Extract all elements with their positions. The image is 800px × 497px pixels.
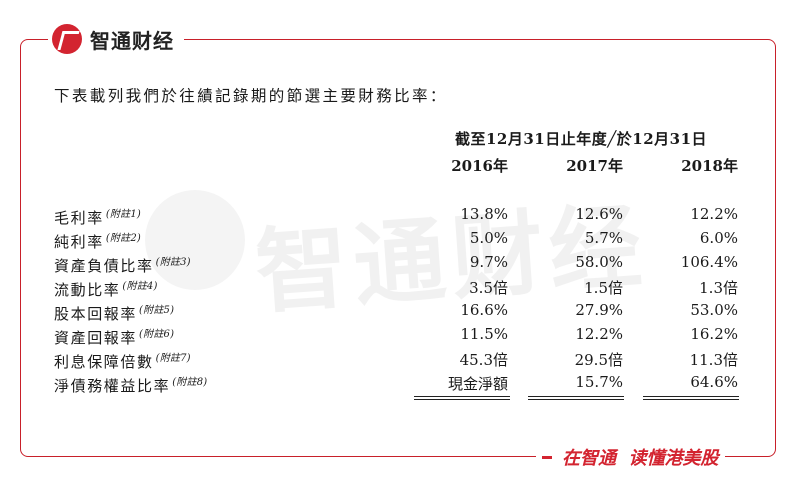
table-header-period: 截至12月31日止年度╱於12月31日 xyxy=(454,130,708,148)
col-header-2016: 2016年 xyxy=(451,157,508,175)
col-header-2018: 2018年 xyxy=(681,157,738,175)
table-cell: 16.2% xyxy=(690,325,738,343)
column-double-rule xyxy=(528,396,624,400)
table-cell: 12.2% xyxy=(690,205,738,223)
content-frame xyxy=(20,39,776,457)
footer-slogan-text: 在智通 读懂港美股 xyxy=(562,448,719,469)
table-cell: 45.3倍 xyxy=(459,351,508,369)
row-label-gearing-ratio: 資產負債比率 (附註3) xyxy=(54,257,191,275)
table-cell: 11.3倍 xyxy=(689,351,738,369)
table-cell: 15.7% xyxy=(575,373,623,391)
column-double-rule xyxy=(643,396,739,400)
table-cell: 12.6% xyxy=(575,205,623,223)
footer-slogan: 在智通 读懂港美股 xyxy=(536,442,725,472)
column-double-rule xyxy=(414,396,510,400)
table-cell: 29.5倍 xyxy=(574,351,623,369)
brand-name: 智通财经 xyxy=(90,28,174,53)
intro-text: 下表載列我們於往績記錄期的節選主要財務比率： xyxy=(54,87,448,105)
row-label-net-debt-equity: 淨債務權益比率 (附註8) xyxy=(54,377,208,395)
brand-header: 智通财经 xyxy=(48,22,184,56)
table-cell: 64.6% xyxy=(690,373,738,391)
table-cell: 106.4% xyxy=(680,253,738,271)
table-cell: 13.8% xyxy=(460,205,508,223)
col-header-2017: 2017年 xyxy=(566,157,623,175)
row-label-current-ratio: 流動比率 (附註4) xyxy=(54,281,158,299)
table-cell: 58.0% xyxy=(575,253,623,271)
table-cell: 11.5% xyxy=(460,325,508,343)
table-cell: 27.9% xyxy=(575,301,623,319)
row-label-roa: 資產回報率 (附註6) xyxy=(54,329,175,347)
table-cell: 1.3倍 xyxy=(699,279,738,297)
table-cell: 9.7% xyxy=(469,253,508,271)
table-cell: 1.5倍 xyxy=(584,279,623,297)
row-label-roe: 股本回報率 (附註5) xyxy=(54,305,175,323)
brand-logo-icon xyxy=(52,24,82,54)
row-label-gross-margin: 毛利率 (附註1) xyxy=(54,209,141,227)
table-cell: 現金淨額 xyxy=(447,375,508,393)
table-cell: 16.6% xyxy=(460,301,508,319)
row-label-interest-coverage: 利息保障倍數 (附註7) xyxy=(54,353,191,371)
table-cell: 3.5倍 xyxy=(469,279,508,297)
table-cell: 5.0% xyxy=(469,229,508,247)
row-label-net-margin: 純利率 (附註2) xyxy=(54,233,141,251)
table-cell: 5.7% xyxy=(584,229,623,247)
table-cell: 12.2% xyxy=(575,325,623,343)
table-cell: 53.0% xyxy=(690,301,738,319)
watermark-logo xyxy=(145,190,245,290)
footer-dash-icon xyxy=(542,455,552,459)
table-cell: 6.0% xyxy=(699,229,738,247)
